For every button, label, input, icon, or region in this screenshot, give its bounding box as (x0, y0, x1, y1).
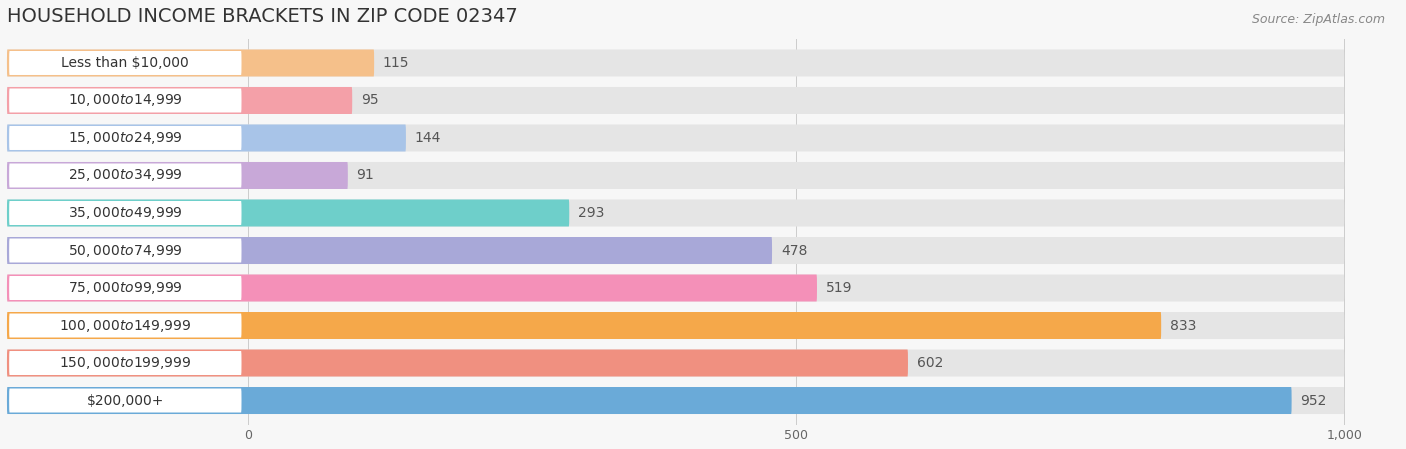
Text: $100,000 to $149,999: $100,000 to $149,999 (59, 317, 191, 334)
FancyBboxPatch shape (8, 163, 242, 188)
Text: $200,000+: $200,000+ (87, 393, 165, 408)
Text: 293: 293 (578, 206, 605, 220)
FancyBboxPatch shape (7, 237, 772, 264)
Text: 519: 519 (825, 281, 852, 295)
FancyBboxPatch shape (8, 126, 242, 150)
Text: $15,000 to $24,999: $15,000 to $24,999 (67, 130, 183, 146)
FancyBboxPatch shape (7, 162, 1344, 189)
FancyBboxPatch shape (7, 237, 1344, 264)
FancyBboxPatch shape (7, 49, 374, 76)
FancyBboxPatch shape (7, 199, 569, 226)
Text: $35,000 to $49,999: $35,000 to $49,999 (67, 205, 183, 221)
FancyBboxPatch shape (7, 199, 1344, 226)
Text: 91: 91 (357, 168, 374, 182)
Text: 478: 478 (780, 243, 807, 257)
Text: 952: 952 (1301, 393, 1327, 408)
FancyBboxPatch shape (7, 274, 1344, 302)
FancyBboxPatch shape (8, 201, 242, 225)
FancyBboxPatch shape (8, 51, 242, 75)
Text: 115: 115 (382, 56, 409, 70)
Text: $25,000 to $34,999: $25,000 to $34,999 (67, 167, 183, 184)
FancyBboxPatch shape (7, 312, 1344, 339)
Text: Less than $10,000: Less than $10,000 (62, 56, 190, 70)
FancyBboxPatch shape (7, 49, 1344, 76)
FancyBboxPatch shape (8, 238, 242, 263)
FancyBboxPatch shape (8, 88, 242, 113)
FancyBboxPatch shape (7, 387, 1344, 414)
Text: HOUSEHOLD INCOME BRACKETS IN ZIP CODE 02347: HOUSEHOLD INCOME BRACKETS IN ZIP CODE 02… (7, 7, 517, 26)
Text: Source: ZipAtlas.com: Source: ZipAtlas.com (1251, 13, 1385, 26)
Text: 833: 833 (1170, 318, 1197, 333)
FancyBboxPatch shape (8, 388, 242, 413)
FancyBboxPatch shape (7, 312, 1161, 339)
Text: 95: 95 (361, 93, 378, 107)
FancyBboxPatch shape (8, 351, 242, 375)
Text: 144: 144 (415, 131, 441, 145)
FancyBboxPatch shape (7, 87, 353, 114)
Text: $75,000 to $99,999: $75,000 to $99,999 (67, 280, 183, 296)
Text: $50,000 to $74,999: $50,000 to $74,999 (67, 242, 183, 259)
FancyBboxPatch shape (7, 349, 1344, 377)
Text: $150,000 to $199,999: $150,000 to $199,999 (59, 355, 191, 371)
Text: 602: 602 (917, 356, 943, 370)
FancyBboxPatch shape (7, 387, 1292, 414)
FancyBboxPatch shape (7, 87, 1344, 114)
FancyBboxPatch shape (7, 124, 1344, 151)
FancyBboxPatch shape (8, 313, 242, 338)
FancyBboxPatch shape (7, 162, 347, 189)
FancyBboxPatch shape (7, 124, 406, 151)
FancyBboxPatch shape (8, 276, 242, 300)
FancyBboxPatch shape (7, 274, 817, 302)
FancyBboxPatch shape (7, 349, 908, 377)
Text: $10,000 to $14,999: $10,000 to $14,999 (67, 92, 183, 109)
